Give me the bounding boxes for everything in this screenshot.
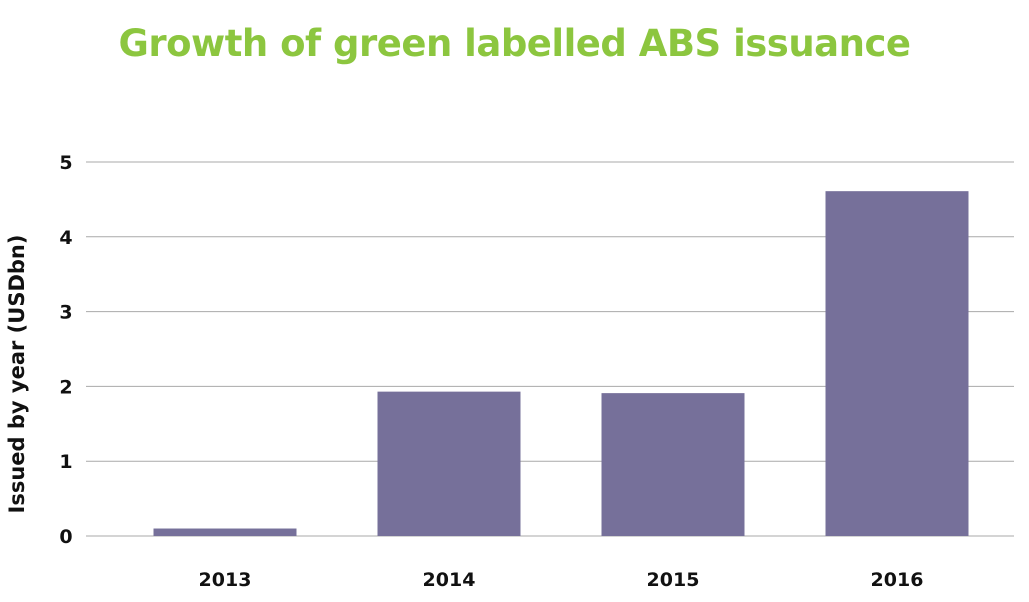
y-tick-label: 5 — [59, 152, 72, 174]
y-tick-label: 2 — [59, 376, 72, 398]
y-tick-label: 3 — [59, 302, 72, 324]
bar-2013 — [153, 528, 297, 536]
bars — [153, 191, 969, 536]
y-tick-label: 1 — [59, 451, 72, 473]
bar-2014 — [377, 391, 521, 536]
x-axis-ticks: 2013 2014 2015 2016 — [199, 569, 924, 591]
bar-2016 — [825, 191, 969, 536]
y-tick-label: 0 — [59, 526, 72, 548]
x-tick-label: 2014 — [423, 569, 476, 591]
x-tick-label: 2016 — [871, 569, 924, 591]
x-tick-label: 2015 — [647, 569, 700, 591]
x-tick-label: 2013 — [199, 569, 252, 591]
bar-2015 — [601, 393, 745, 536]
y-axis-label: Issued by year (USDbn) — [5, 235, 29, 514]
chart-title: Growth of green labelled ABS issuance — [118, 22, 912, 65]
y-tick-label: 4 — [59, 227, 72, 249]
y-axis-ticks: 0 1 2 3 4 5 — [59, 152, 72, 548]
